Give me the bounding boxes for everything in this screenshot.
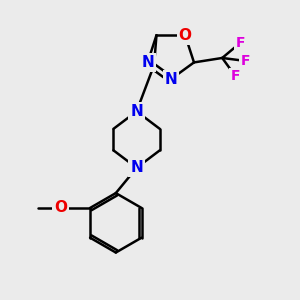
Text: F: F	[236, 35, 245, 50]
Text: N: N	[164, 72, 177, 87]
Text: N: N	[130, 160, 143, 175]
Text: N: N	[141, 55, 154, 70]
Text: F: F	[231, 69, 240, 83]
Text: N: N	[130, 104, 143, 119]
Text: F: F	[241, 54, 250, 68]
Text: O: O	[178, 28, 192, 43]
Text: O: O	[54, 200, 67, 215]
